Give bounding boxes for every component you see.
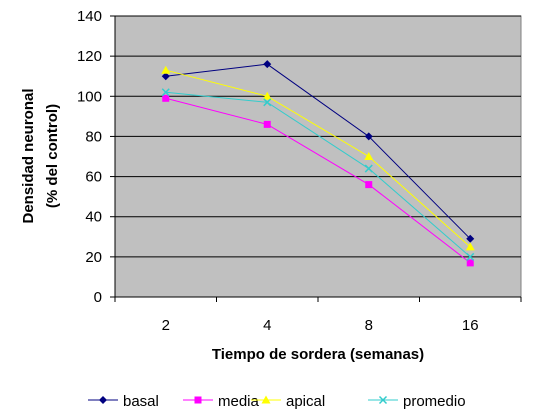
legend-marker — [99, 396, 107, 404]
legend-item-apical: apical — [251, 393, 325, 410]
series-line-promedio — [165, 91, 471, 258]
x-tick-label: 16 — [462, 317, 479, 334]
x-tick-label: 4 — [263, 317, 271, 334]
legend-item-basal: basal — [88, 393, 159, 410]
marker-stroke — [466, 252, 475, 261]
legend-marker — [378, 395, 388, 405]
legend-item-promedio: promedio — [368, 393, 466, 410]
data-point-promedio — [466, 252, 475, 261]
y-axis-title-line-1: Densidad neuronal — [20, 88, 37, 223]
legend-marker — [261, 395, 271, 404]
legend-item-media: media — [183, 393, 260, 410]
y-tick-label: 20 — [85, 249, 102, 266]
legend-marker — [194, 396, 202, 404]
data-point-basal — [263, 60, 272, 69]
data-point-apical — [262, 91, 272, 100]
series-apical — [161, 65, 475, 251]
series-group — [161, 60, 475, 267]
y-axis-title-line-2: (% del control) — [44, 104, 61, 208]
legend: basal media apical promedio — [88, 393, 466, 410]
x-axis-title: Tiempo de sordera (semanas) — [212, 346, 424, 363]
y-tick-label: 60 — [85, 169, 102, 186]
marker-stroke — [364, 164, 373, 173]
data-point-promedio — [161, 88, 170, 97]
data-point-apical — [364, 152, 374, 160]
data-point-basal — [364, 132, 373, 141]
gridlines — [115, 15, 521, 258]
y-tick-label: 80 — [85, 128, 102, 145]
data-point-apical — [161, 65, 171, 74]
axes — [114, 16, 522, 302]
marker-stroke — [263, 98, 272, 107]
data-point-apical — [465, 242, 475, 251]
legend-label: basal — [123, 393, 159, 410]
data-point-basal — [161, 72, 170, 81]
series-line-apical — [165, 69, 471, 248]
data-point-media — [162, 94, 170, 102]
legend-label: apical — [286, 393, 325, 410]
data-point-basal — [466, 234, 475, 243]
y-tick-labels: 0 20 40 60 80 100 120 140 — [77, 8, 115, 306]
marker-stroke — [378, 395, 388, 405]
marker-stroke — [161, 88, 170, 97]
data-point-promedio — [263, 98, 272, 107]
legend-label: promedio — [403, 393, 466, 410]
series-line-media — [165, 97, 471, 264]
x-tick-label: 2 — [162, 317, 170, 334]
series-promedio — [161, 88, 475, 261]
data-point-media — [263, 120, 271, 128]
x-tick-labels: 2 4 8 16 — [162, 317, 479, 334]
x-tick-label: 8 — [365, 317, 373, 334]
legend-label: media — [218, 393, 260, 410]
series-basal — [161, 60, 475, 243]
y-tick-label: 140 — [77, 8, 102, 25]
data-point-media — [365, 181, 373, 189]
y-tick-label: 40 — [85, 209, 102, 226]
y-tick-label: 100 — [77, 88, 102, 105]
y-tick-label: 0 — [94, 289, 102, 306]
series-media — [162, 94, 474, 267]
series-line-basal — [165, 63, 471, 240]
data-point-media — [466, 259, 474, 267]
data-point-promedio — [364, 164, 373, 173]
y-axis-title: Densidad neuronal (% del control) — [20, 88, 61, 223]
y-tick-label: 120 — [77, 48, 102, 65]
